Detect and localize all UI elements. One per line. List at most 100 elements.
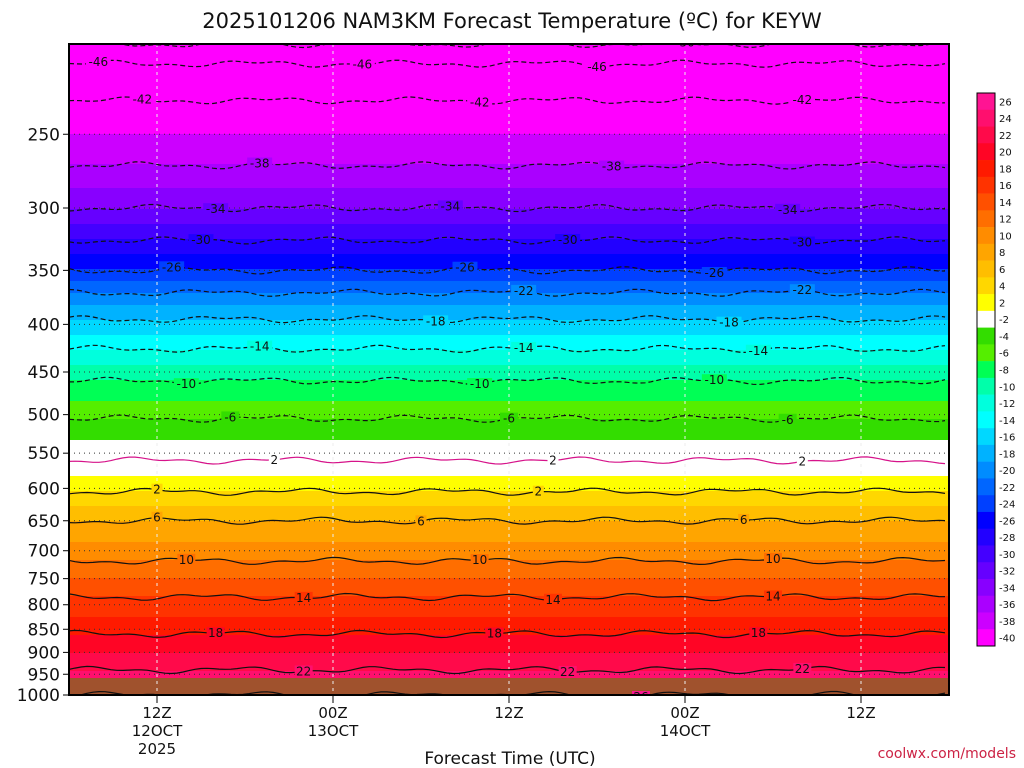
isotherm-line — [69, 592, 946, 602]
isotherm-label-background — [470, 554, 489, 567]
temperature-band — [69, 257, 949, 261]
isotherm-label: 18 — [751, 626, 766, 640]
isotherm-label-background — [511, 341, 537, 354]
temperature-band — [69, 587, 949, 591]
isotherm-label-background — [151, 511, 163, 524]
temperature-band — [69, 629, 949, 633]
isotherm-label: -46 — [587, 60, 607, 74]
colorbar-swatch — [977, 495, 995, 513]
colorbar-label: -32 — [999, 567, 1015, 578]
isotherm-label: 14 — [545, 593, 560, 607]
colorbar-label: 14 — [999, 198, 1012, 209]
colorbar-label: -16 — [999, 433, 1015, 444]
colorbar-label: 10 — [999, 231, 1012, 242]
isotherm-line — [69, 344, 946, 354]
temperature-band — [69, 230, 949, 234]
isotherm-label-background — [584, 60, 610, 73]
colorbar-label: -6 — [999, 349, 1009, 360]
isotherm-label: 22 — [560, 665, 575, 679]
isotherm-line — [69, 236, 946, 245]
x-tick-label: 00Z — [318, 704, 347, 722]
isotherm-label: 2 — [153, 483, 161, 497]
colorbar-swatch — [977, 277, 995, 295]
isotherm-label: -30 — [793, 236, 813, 250]
temperature-band — [69, 482, 949, 486]
temperature-band — [69, 566, 949, 570]
y-tick-label: 550 — [28, 444, 60, 464]
temperature-band — [69, 473, 949, 477]
colorbar-swatch — [977, 528, 995, 546]
isotherm-label: 2 — [549, 453, 557, 467]
isotherm-label: -42 — [470, 96, 490, 110]
temperature-band — [69, 608, 949, 612]
temperature-band — [69, 245, 949, 249]
isotherm-line — [69, 59, 946, 68]
colorbar-swatch — [977, 160, 995, 178]
temperature-band — [69, 446, 949, 450]
colorbar-label: -22 — [999, 483, 1015, 494]
isotherm-label-background — [151, 483, 163, 496]
temperature-band — [69, 119, 949, 123]
colorbar-label: 20 — [999, 148, 1012, 159]
temperature-band — [69, 194, 949, 198]
x-tick-label: 12OCT — [132, 722, 183, 740]
y-tick-label: 450 — [28, 363, 60, 383]
isotherm-label-background — [159, 261, 185, 274]
colorbar-swatch — [977, 210, 995, 228]
isotherm-label: 10 — [472, 553, 487, 567]
temperature-band — [69, 602, 949, 606]
colorbar-label: 16 — [999, 181, 1012, 192]
y-tick-label: 700 — [28, 542, 60, 562]
temperature-band — [69, 431, 949, 435]
x-tick-label: 12Z — [494, 704, 523, 722]
y-tick-label: 650 — [28, 512, 60, 532]
colorbar-label: 2 — [999, 298, 1005, 309]
temperature-band — [69, 560, 949, 564]
temperature-band — [69, 314, 949, 318]
grid-lines — [69, 44, 949, 695]
isotherm-label-background — [511, 284, 537, 297]
isotherm-label: -34 — [441, 199, 461, 213]
temperature-band — [69, 278, 949, 282]
colorbar-swatch — [977, 193, 995, 211]
colorbar-swatch — [977, 260, 995, 278]
temperature-band — [69, 251, 949, 255]
isotherm-label: 6 — [417, 514, 425, 528]
isotherm-label: 2 — [799, 454, 807, 468]
colorbar-swatch — [977, 243, 995, 261]
temperature-band — [69, 410, 949, 414]
temperature-band — [69, 476, 949, 480]
isotherm-label: 14 — [296, 591, 311, 605]
temperature-band — [69, 515, 949, 519]
ground-strip — [69, 678, 949, 695]
temperature-band — [69, 644, 949, 648]
isotherm-label-background — [745, 344, 771, 357]
colorbar-swatch — [977, 562, 995, 580]
isotherm-label-background — [778, 413, 797, 426]
temperature-band — [69, 203, 949, 207]
temperature-band — [69, 623, 949, 627]
isotherm-label: -18 — [719, 316, 739, 330]
y-tick-label: 950 — [28, 665, 60, 685]
isotherm-label-background — [452, 261, 478, 274]
temperature-band — [69, 635, 949, 639]
temperature-band — [69, 599, 949, 603]
temperature-band — [69, 539, 949, 543]
colorbar-swatch — [977, 612, 995, 630]
colorbar: 26 24 22 20 18 16 14 12 10 8 6 4 2 -2 -4 -6 -8 -10 -12 -14 -… — [976, 92, 1015, 647]
colorbar-label: -40 — [999, 634, 1015, 645]
temperature-band — [69, 671, 949, 675]
isotherm-label: -38 — [602, 160, 622, 174]
temperature-band — [69, 581, 949, 585]
isotherm-label-background — [437, 200, 463, 213]
isotherm-label: -22 — [514, 284, 534, 298]
temperature-band — [69, 329, 949, 333]
temperature-band — [69, 62, 949, 66]
colorbar-label: 26 — [999, 97, 1012, 108]
temperature-band — [69, 74, 949, 78]
isotherm-label-background — [294, 665, 313, 678]
temperature-band — [69, 572, 949, 576]
isotherm-label-background — [558, 665, 577, 678]
